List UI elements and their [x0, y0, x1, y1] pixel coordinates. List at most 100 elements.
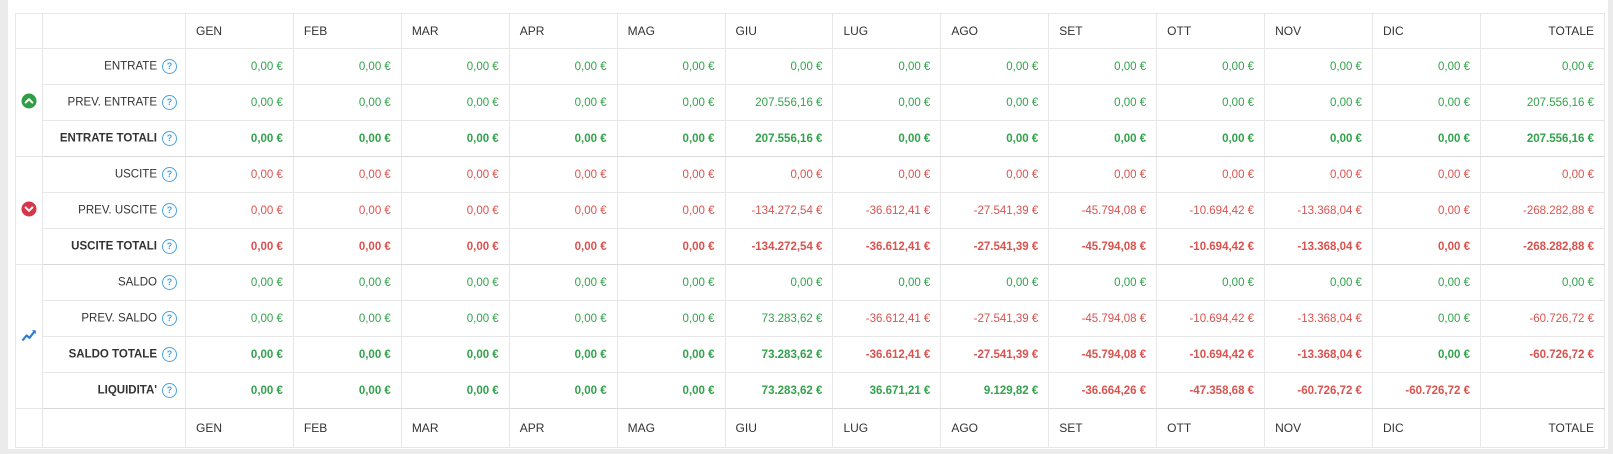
chart-line-icon[interactable]: [21, 327, 37, 343]
cell-saldo-feb: 0,00 €: [292, 264, 402, 301]
cell-entrate-giu: 0,00 €: [724, 48, 834, 85]
cell-liquidita-lug: 36.671,21 €: [832, 372, 942, 409]
help-icon[interactable]: ?: [162, 239, 177, 254]
chevron-up-circle-icon[interactable]: [21, 93, 37, 109]
row-label-prev-entrate: PREV. ENTRATE?: [42, 84, 186, 121]
row-label-text: ENTRATE: [104, 60, 157, 73]
help-icon[interactable]: ?: [162, 59, 177, 74]
cell-prev-saldo-set: -45.794,08 €: [1048, 300, 1158, 337]
cell-entrate-totali-dic: 0,00 €: [1371, 120, 1482, 157]
row-label-text: SALDO: [118, 276, 157, 289]
cell-prev-uscite-set: -45.794,08 €: [1048, 192, 1158, 229]
cell-entrate-mag: 0,00 €: [616, 48, 726, 85]
cell-prev-uscite-giu: -134.272,54 €: [724, 192, 834, 229]
cell-entrate-totali-gen: 0,00 €: [185, 120, 294, 157]
footer-label-giu: GIU: [724, 408, 834, 448]
cell-prev-entrate-ott: 0,00 €: [1156, 84, 1266, 121]
cell-liquidita-gen: 0,00 €: [185, 372, 294, 409]
cell-liquidita-totale: [1480, 372, 1605, 409]
cell-entrate-totali-ago: 0,00 €: [940, 120, 1050, 157]
header-row: GEN FEB MAR APR MAG GIU LUG AGO SET OTT NOV DIC TOTA…: [15, 13, 1605, 49]
cell-prev-entrate-giu: 207.556,16 €: [724, 84, 834, 121]
help-icon[interactable]: ?: [162, 131, 177, 146]
cell-prev-saldo-mag: 0,00 €: [616, 300, 726, 337]
cell-prev-uscite-lug: -36.612,41 €: [832, 192, 942, 229]
cell-entrate-mar: 0,00 €: [400, 48, 510, 85]
footer-label-gen: GEN: [185, 408, 294, 448]
help-icon[interactable]: ?: [162, 95, 177, 110]
cell-entrate-totali-feb: 0,00 €: [292, 120, 402, 157]
column-header-nov: NOV: [1264, 13, 1373, 49]
help-icon[interactable]: ?: [162, 275, 177, 290]
cell-uscite-mar: 0,00 €: [400, 156, 510, 193]
footer-label-apr: APR: [508, 408, 618, 448]
cell-uscite-feb: 0,00 €: [292, 156, 402, 193]
cell-prev-saldo-giu: 73.283,62 €: [724, 300, 834, 337]
cell-liquidita-apr: 0,00 €: [508, 372, 618, 409]
cell-uscite-gen: 0,00 €: [185, 156, 294, 193]
cell-liquidita-feb: 0,00 €: [292, 372, 402, 409]
footer-label-mar: MAR: [400, 408, 510, 448]
cell-liquidita-giu: 73.283,62 €: [724, 372, 834, 409]
cell-saldo-totale-lug: -36.612,41 €: [832, 336, 942, 373]
table-row-prev-saldo: PREV. SALDO? 0,00 €0,00 €0,00 €0,00 €0,00…: [16, 300, 1605, 337]
row-label-text: SALDO TOTALE: [68, 348, 157, 361]
cell-liquidita-dic: -60.726,72 €: [1371, 372, 1482, 409]
cell-saldo-lug: 0,00 €: [832, 264, 942, 301]
cell-saldo-totale: 0,00 €: [1480, 264, 1605, 301]
column-header-lug: LUG: [832, 13, 942, 49]
cell-liquidita-nov: -60.726,72 €: [1264, 372, 1373, 409]
cell-saldo-totale-apr: 0,00 €: [508, 336, 618, 373]
cell-saldo-mar: 0,00 €: [400, 264, 510, 301]
cell-prev-uscite-dic: 0,00 €: [1371, 192, 1482, 229]
help-icon[interactable]: ?: [162, 203, 177, 218]
cell-entrate-feb: 0,00 €: [292, 48, 402, 85]
cell-liquidita-mar: 0,00 €: [400, 372, 510, 409]
row-label-spacer: [42, 13, 186, 49]
cell-uscite-totali-totale: -268.282,88 €: [1480, 228, 1605, 265]
cell-saldo-totale-dic: 0,00 €: [1371, 336, 1482, 373]
table-row-prev-uscite: PREV. USCITE? 0,00 €0,00 €0,00 €0,00 €0,0…: [16, 192, 1605, 229]
column-header-feb: FEB: [292, 13, 402, 49]
help-icon[interactable]: ?: [162, 347, 177, 362]
cell-uscite-totali-nov: -13.368,04 €: [1264, 228, 1373, 265]
cell-prev-saldo-feb: 0,00 €: [292, 300, 402, 337]
cell-prev-entrate-mag: 0,00 €: [616, 84, 726, 121]
cell-saldo-nov: 0,00 €: [1264, 264, 1373, 301]
cell-uscite-totali-apr: 0,00 €: [508, 228, 618, 265]
cell-saldo-totale-nov: -13.368,04 €: [1264, 336, 1373, 373]
cell-uscite-ott: 0,00 €: [1156, 156, 1266, 193]
column-header-apr: APR: [508, 13, 618, 49]
table-row-uscite: USCITE? 0,00 €0,00 €0,00 €0,00 €0,00 €0,0…: [15, 156, 1605, 265]
footer-label-ago: AGO: [940, 408, 1050, 448]
monthly-cashflow-table: GEN FEB MAR APR MAG GIU LUG AGO SET OTT NOV DIC TOTA…: [15, 13, 1605, 448]
cell-prev-saldo-nov: -13.368,04 €: [1264, 300, 1373, 337]
cell-entrate-ott: 0,00 €: [1156, 48, 1266, 85]
cell-prev-saldo-ott: -10.694,42 €: [1156, 300, 1266, 337]
saldo-group-cell: [15, 264, 43, 409]
row-label-text: USCITE TOTALI: [71, 240, 157, 253]
cell-prev-saldo-gen: 0,00 €: [185, 300, 294, 337]
table-row-entrate: ENTRATE? 0,00 €0,00 €0,00 €0,00 €0,00 €0,…: [15, 48, 1605, 157]
cell-entrate-lug: 0,00 €: [832, 48, 942, 85]
cell-uscite-totali-ott: -10.694,42 €: [1156, 228, 1266, 265]
help-icon[interactable]: ?: [162, 167, 177, 182]
cell-prev-entrate-totale: 207.556,16 €: [1480, 84, 1605, 121]
row-label-text: PREV. USCITE: [78, 204, 157, 217]
chevron-down-circle-icon[interactable]: [21, 201, 37, 217]
corner-cell: [15, 13, 43, 49]
help-icon[interactable]: ?: [162, 383, 177, 398]
cell-saldo-giu: 0,00 €: [724, 264, 834, 301]
footer-label-dic: DIC: [1371, 408, 1482, 448]
cell-uscite-totali-mar: 0,00 €: [400, 228, 510, 265]
cell-prev-uscite-ott: -10.694,42 €: [1156, 192, 1266, 229]
cell-entrate-totali-mar: 0,00 €: [400, 120, 510, 157]
cell-uscite-apr: 0,00 €: [508, 156, 618, 193]
cell-prev-entrate-gen: 0,00 €: [185, 84, 294, 121]
footer-label-feb: FEB: [292, 408, 402, 448]
help-icon[interactable]: ?: [162, 311, 177, 326]
cell-prev-saldo-ago: -27.541,39 €: [940, 300, 1050, 337]
cell-prev-saldo-mar: 0,00 €: [400, 300, 510, 337]
cell-entrate-totali-mag: 0,00 €: [616, 120, 726, 157]
cell-uscite-totali-lug: -36.612,41 €: [832, 228, 942, 265]
